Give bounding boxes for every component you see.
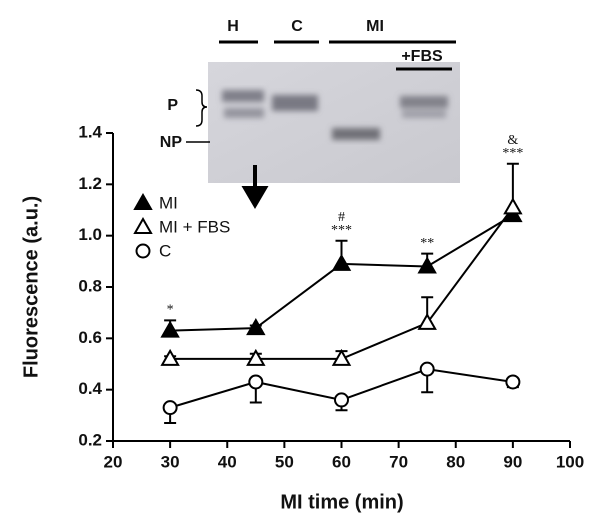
x-tick-label: 20 <box>104 452 123 471</box>
x-tick-label: 100 <box>556 452 584 471</box>
y-tick-label: 0.4 <box>78 379 102 398</box>
blot-inset: H C MI +FBS P NP <box>160 18 460 183</box>
marker <box>248 374 264 390</box>
y-axis-title: Fluorescence (a.u.) <box>20 196 42 378</box>
marker <box>133 216 153 234</box>
annotation: *** <box>502 146 523 161</box>
marker <box>331 348 352 366</box>
band-label: P <box>167 97 178 114</box>
x-tick-label: 60 <box>332 452 351 471</box>
x-tick-label: 90 <box>503 452 522 471</box>
blot-bands <box>222 90 448 140</box>
x-tick-label: 50 <box>275 452 294 471</box>
x-tick-label: 40 <box>218 452 237 471</box>
marker <box>334 392 349 408</box>
marker <box>331 253 352 271</box>
marker <box>160 320 180 338</box>
legend-text: MI + FBS <box>159 217 230 236</box>
annotation: ** <box>420 236 434 251</box>
marker <box>505 374 521 390</box>
marker <box>503 197 523 215</box>
annotation: * <box>167 303 174 318</box>
y-tick-label: 1.4 <box>78 122 102 141</box>
marker <box>162 400 178 416</box>
y-tick-label: 0.8 <box>78 276 102 295</box>
y-tick-label: 1.2 <box>78 174 102 193</box>
marker <box>246 348 266 366</box>
lane-label: C <box>291 18 303 35</box>
brace <box>195 89 208 127</box>
marker <box>133 192 153 210</box>
lane-label: MI <box>366 18 384 35</box>
x-axis-title: MI time (min) <box>280 491 403 513</box>
lane-label: +FBS <box>401 48 443 65</box>
annotation: *** <box>331 223 352 238</box>
marker <box>419 361 435 377</box>
marker <box>246 318 266 336</box>
marker <box>417 312 437 330</box>
y-tick-label: 0.2 <box>78 430 102 449</box>
legend-text: MI <box>159 193 178 212</box>
annotation: & <box>507 133 518 148</box>
lane-label: H <box>227 18 239 35</box>
x-tick-label: 80 <box>446 452 465 471</box>
x-tick-label: 70 <box>389 452 408 471</box>
band-label: NP <box>160 134 183 151</box>
y-tick-label: 1.0 <box>78 225 102 244</box>
marker <box>417 256 437 274</box>
x-tick-label: 30 <box>161 452 180 471</box>
arrow <box>241 165 269 209</box>
blot-image <box>208 62 460 183</box>
y-tick-label: 0.6 <box>78 328 102 347</box>
marker <box>135 243 151 259</box>
marker <box>160 348 180 366</box>
legend-text: C <box>159 241 171 260</box>
annotation: # <box>338 210 345 225</box>
